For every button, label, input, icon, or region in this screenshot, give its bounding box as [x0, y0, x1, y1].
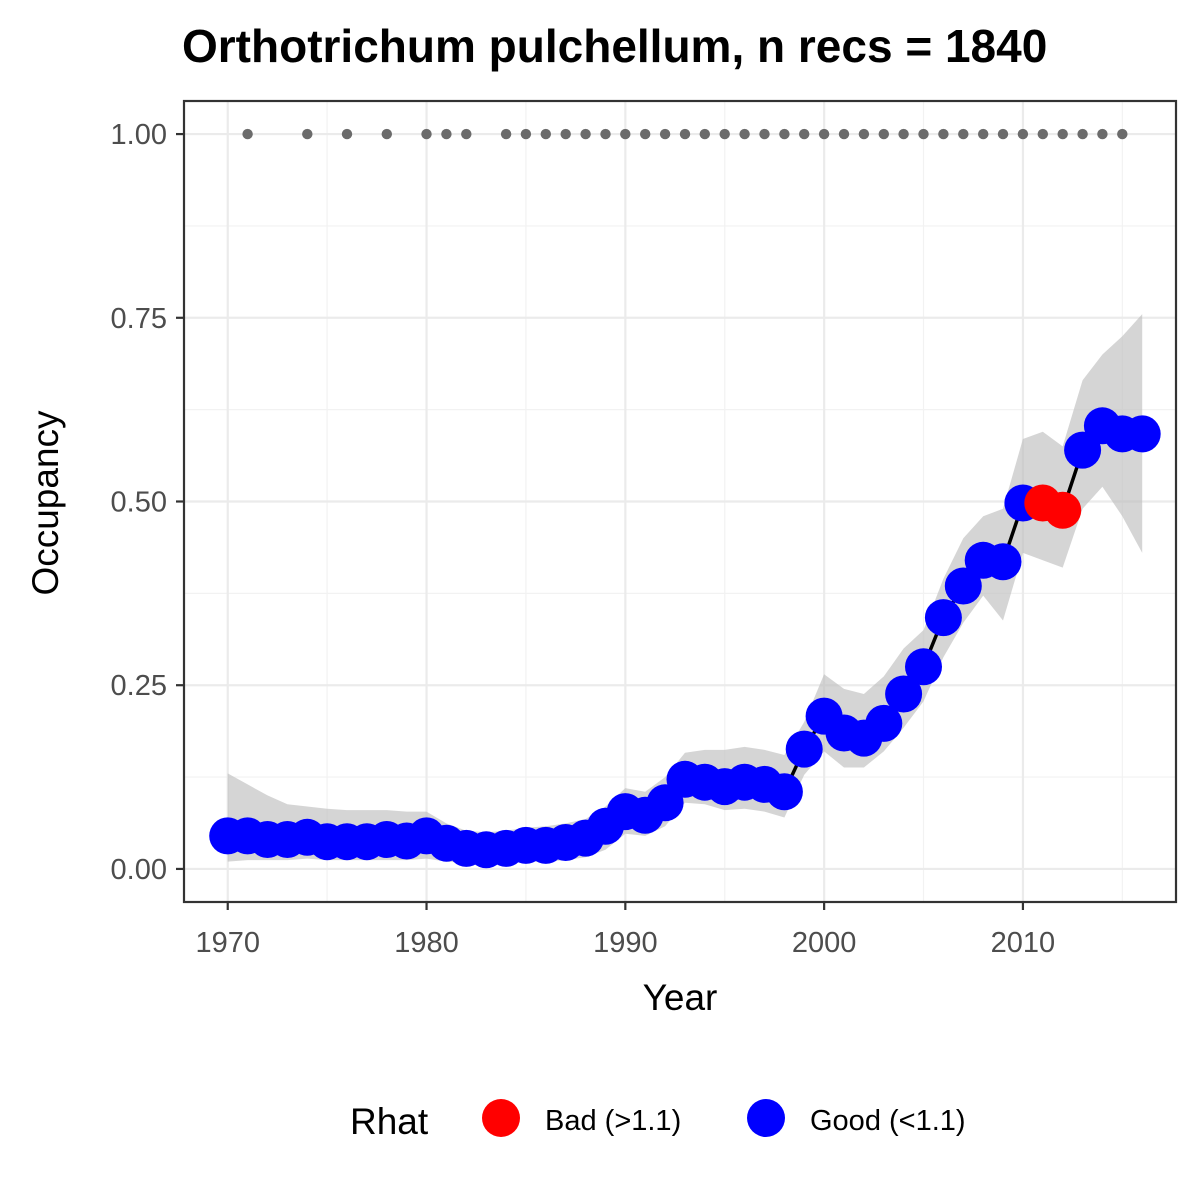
record-year-point — [640, 128, 651, 140]
record-year-point — [441, 128, 452, 140]
occupancy-points-layer — [209, 407, 1161, 869]
legend-label-bad: Bad (>1.1) — [545, 1105, 681, 1137]
legend-title: Rhat — [350, 1101, 429, 1142]
plot-area — [182, 99, 1178, 904]
record-year-point — [699, 128, 710, 140]
chart-title: Orthotrichum pulchellum, n recs = 1840 — [182, 20, 1047, 72]
record-year-point — [759, 128, 770, 140]
x-tick-label: 1980 — [394, 927, 459, 959]
record-year-point — [620, 128, 631, 140]
data-point-good-rhat — [765, 773, 803, 811]
record-year-point — [978, 128, 989, 140]
record-year-point — [600, 128, 611, 140]
record-year-point — [1057, 128, 1068, 140]
record-year-point — [341, 128, 353, 140]
data-point-good-rhat — [905, 648, 942, 686]
record-year-point — [302, 128, 313, 140]
record-year-point — [958, 128, 969, 140]
legend-label-good: Good (<1.1) — [810, 1105, 966, 1137]
record-year-point — [659, 128, 671, 140]
data-point-good-rhat — [944, 567, 982, 605]
record-year-point — [560, 128, 571, 140]
x-tick-label: 1990 — [593, 927, 658, 959]
record-year-point — [242, 128, 253, 140]
grid-lines — [184, 101, 1176, 902]
x-tick-label: 1970 — [195, 927, 260, 959]
record-year-point — [898, 128, 909, 140]
record-year-point — [719, 128, 730, 140]
y-axis: 0.00 0.25 0.50 0.75 1.00 — [111, 119, 184, 886]
record-year-point — [739, 128, 750, 140]
record-year-point — [520, 128, 532, 140]
record-year-point — [1097, 128, 1108, 140]
record-year-point — [1037, 128, 1049, 140]
record-year-point — [799, 128, 810, 140]
y-tick-label: 1.00 — [111, 119, 167, 151]
legend: Rhat Bad (>1.1) Good (<1.1) — [350, 1099, 966, 1142]
x-axis: 1970 1980 1990 2000 2010 — [195, 902, 1055, 959]
record-year-point — [858, 128, 870, 140]
y-tick-label: 0.00 — [111, 854, 167, 886]
record-year-point — [679, 128, 691, 140]
record-year-point — [997, 128, 1009, 140]
data-point-good-rhat — [984, 543, 1022, 581]
record-year-point — [500, 128, 512, 140]
record-year-point — [381, 128, 392, 140]
legend-swatch-bad — [482, 1099, 520, 1137]
record-year-point — [580, 128, 591, 140]
data-point-good-rhat — [1123, 415, 1161, 453]
record-year-point — [938, 128, 949, 140]
y-axis-title: Occupancy — [25, 410, 66, 596]
record-year-point — [838, 128, 850, 140]
data-point-good-rhat — [865, 704, 903, 742]
record-year-point — [878, 128, 889, 140]
data-point-good-rhat — [785, 730, 823, 768]
x-tick-label: 2010 — [991, 927, 1056, 959]
record-year-point — [818, 128, 830, 140]
record-year-point — [1017, 128, 1029, 140]
record-year-point — [421, 128, 432, 140]
y-tick-label: 0.25 — [111, 670, 167, 702]
x-axis-title: Year — [643, 977, 718, 1018]
y-tick-label: 0.50 — [111, 487, 167, 519]
y-tick-label: 0.75 — [111, 303, 167, 335]
data-point-good-rhat — [924, 599, 962, 637]
record-year-point — [918, 128, 929, 140]
legend-swatch-good — [747, 1099, 785, 1137]
record-year-point — [779, 128, 790, 140]
data-point-bad-rhat — [1044, 491, 1082, 529]
record-year-point — [461, 128, 472, 140]
record-year-point — [540, 128, 551, 140]
x-tick-label: 2000 — [792, 927, 857, 959]
data-point-good-rhat — [885, 675, 923, 713]
record-years-layer — [242, 128, 1128, 140]
record-year-point — [1117, 128, 1128, 140]
record-year-point — [1077, 128, 1088, 140]
